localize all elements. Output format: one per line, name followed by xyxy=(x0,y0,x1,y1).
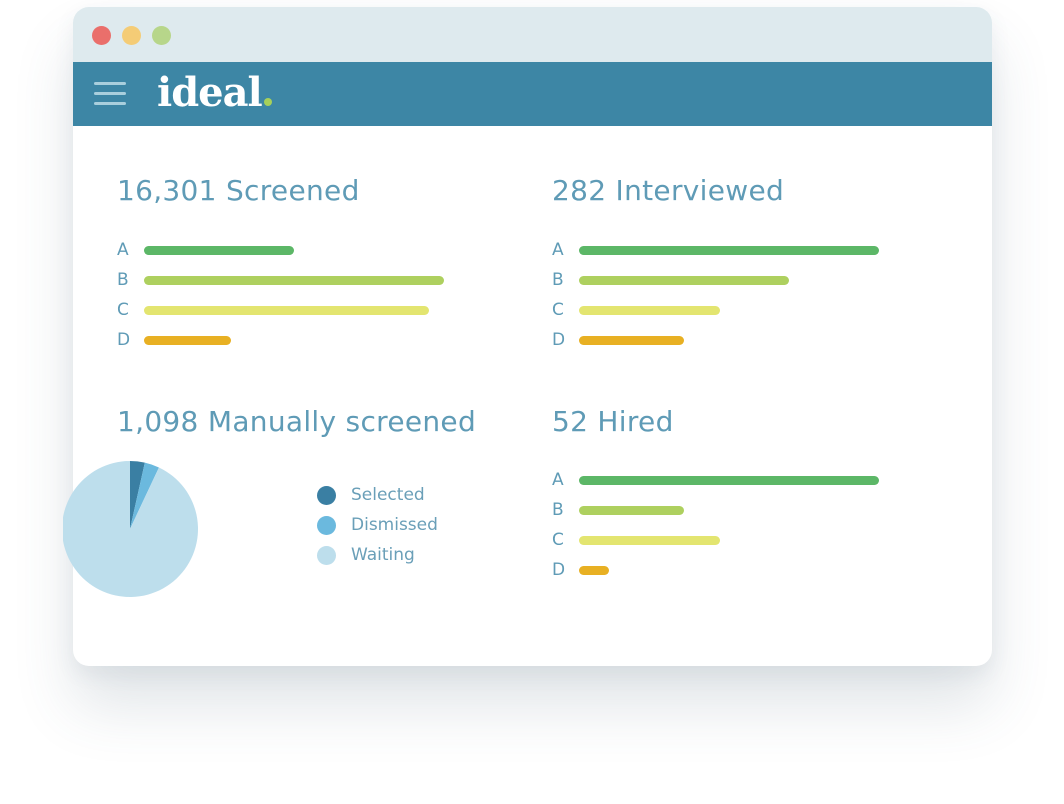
grade-label: B xyxy=(552,500,564,520)
grade-label: A xyxy=(117,240,129,260)
app-header: ideal xyxy=(73,62,992,126)
interviewed-title: 282 Interviewed xyxy=(552,174,785,207)
grade-label: B xyxy=(552,270,564,290)
hired-bar-c xyxy=(579,536,720,545)
interviewed-bar-d xyxy=(579,336,684,345)
screened-title: 16,301 Screened xyxy=(117,174,360,207)
hired-grade-row: C xyxy=(552,530,882,550)
hired-bar-b xyxy=(579,506,684,515)
screened-grade-row: A xyxy=(117,240,447,260)
window-titlebar xyxy=(73,7,992,62)
screened-grade-row: D xyxy=(117,330,447,350)
grade-label: C xyxy=(552,300,564,320)
pie-slice-selected xyxy=(130,461,145,529)
interviewed-grade-row: B xyxy=(552,270,882,290)
hired-bar-a xyxy=(579,476,879,485)
legend-label-dismissed: Dismissed xyxy=(351,515,438,535)
legend-swatch-selected xyxy=(317,486,336,505)
hired-title: 52 Hired xyxy=(552,405,674,438)
legend-swatch-dismissed xyxy=(317,516,336,535)
grade-label: D xyxy=(117,330,131,350)
interviewed-bar-a xyxy=(579,246,879,255)
grade-label: D xyxy=(552,330,566,350)
hired-grade-row: A xyxy=(552,470,882,490)
maximize-window-button[interactable] xyxy=(152,26,171,45)
interviewed-grade-row: C xyxy=(552,300,882,320)
hired-grade-row: D xyxy=(552,560,882,580)
screened-bar-d xyxy=(144,336,231,345)
legend-swatch-waiting xyxy=(317,546,336,565)
screened-grade-row: B xyxy=(117,270,447,290)
grade-label: A xyxy=(552,470,564,490)
manual-pie-chart xyxy=(63,461,198,597)
interviewed-grade-row: D xyxy=(552,330,882,350)
screened-bar-c xyxy=(144,306,429,315)
interviewed-bar-c xyxy=(579,306,720,315)
interviewed-grade-row: A xyxy=(552,240,882,260)
logo-text: ideal xyxy=(157,69,263,116)
screened-grade-row: C xyxy=(117,300,447,320)
pie-slice-dismissed xyxy=(130,462,159,529)
legend-label-waiting: Waiting xyxy=(351,545,415,565)
manual-title: 1,098 Manually screened xyxy=(117,405,477,438)
grade-label: C xyxy=(552,530,564,550)
pie-slice-waiting xyxy=(63,461,198,597)
minimize-window-button[interactable] xyxy=(122,26,141,45)
ideal-logo[interactable]: ideal xyxy=(157,65,272,121)
legend-label-selected: Selected xyxy=(351,485,425,505)
grade-label: D xyxy=(552,560,566,580)
close-window-button[interactable] xyxy=(92,26,111,45)
dashboard-window: ideal xyxy=(73,7,992,666)
screened-bar-b xyxy=(144,276,444,285)
grade-label: C xyxy=(117,300,129,320)
hamburger-menu-icon[interactable] xyxy=(94,82,126,106)
screened-bar-a xyxy=(144,246,294,255)
logo-dot-icon xyxy=(263,98,272,106)
interviewed-bar-b xyxy=(579,276,789,285)
hired-grade-row: B xyxy=(552,500,882,520)
grade-label: B xyxy=(117,270,129,290)
grade-label: A xyxy=(552,240,564,260)
hired-bar-d xyxy=(579,566,609,575)
